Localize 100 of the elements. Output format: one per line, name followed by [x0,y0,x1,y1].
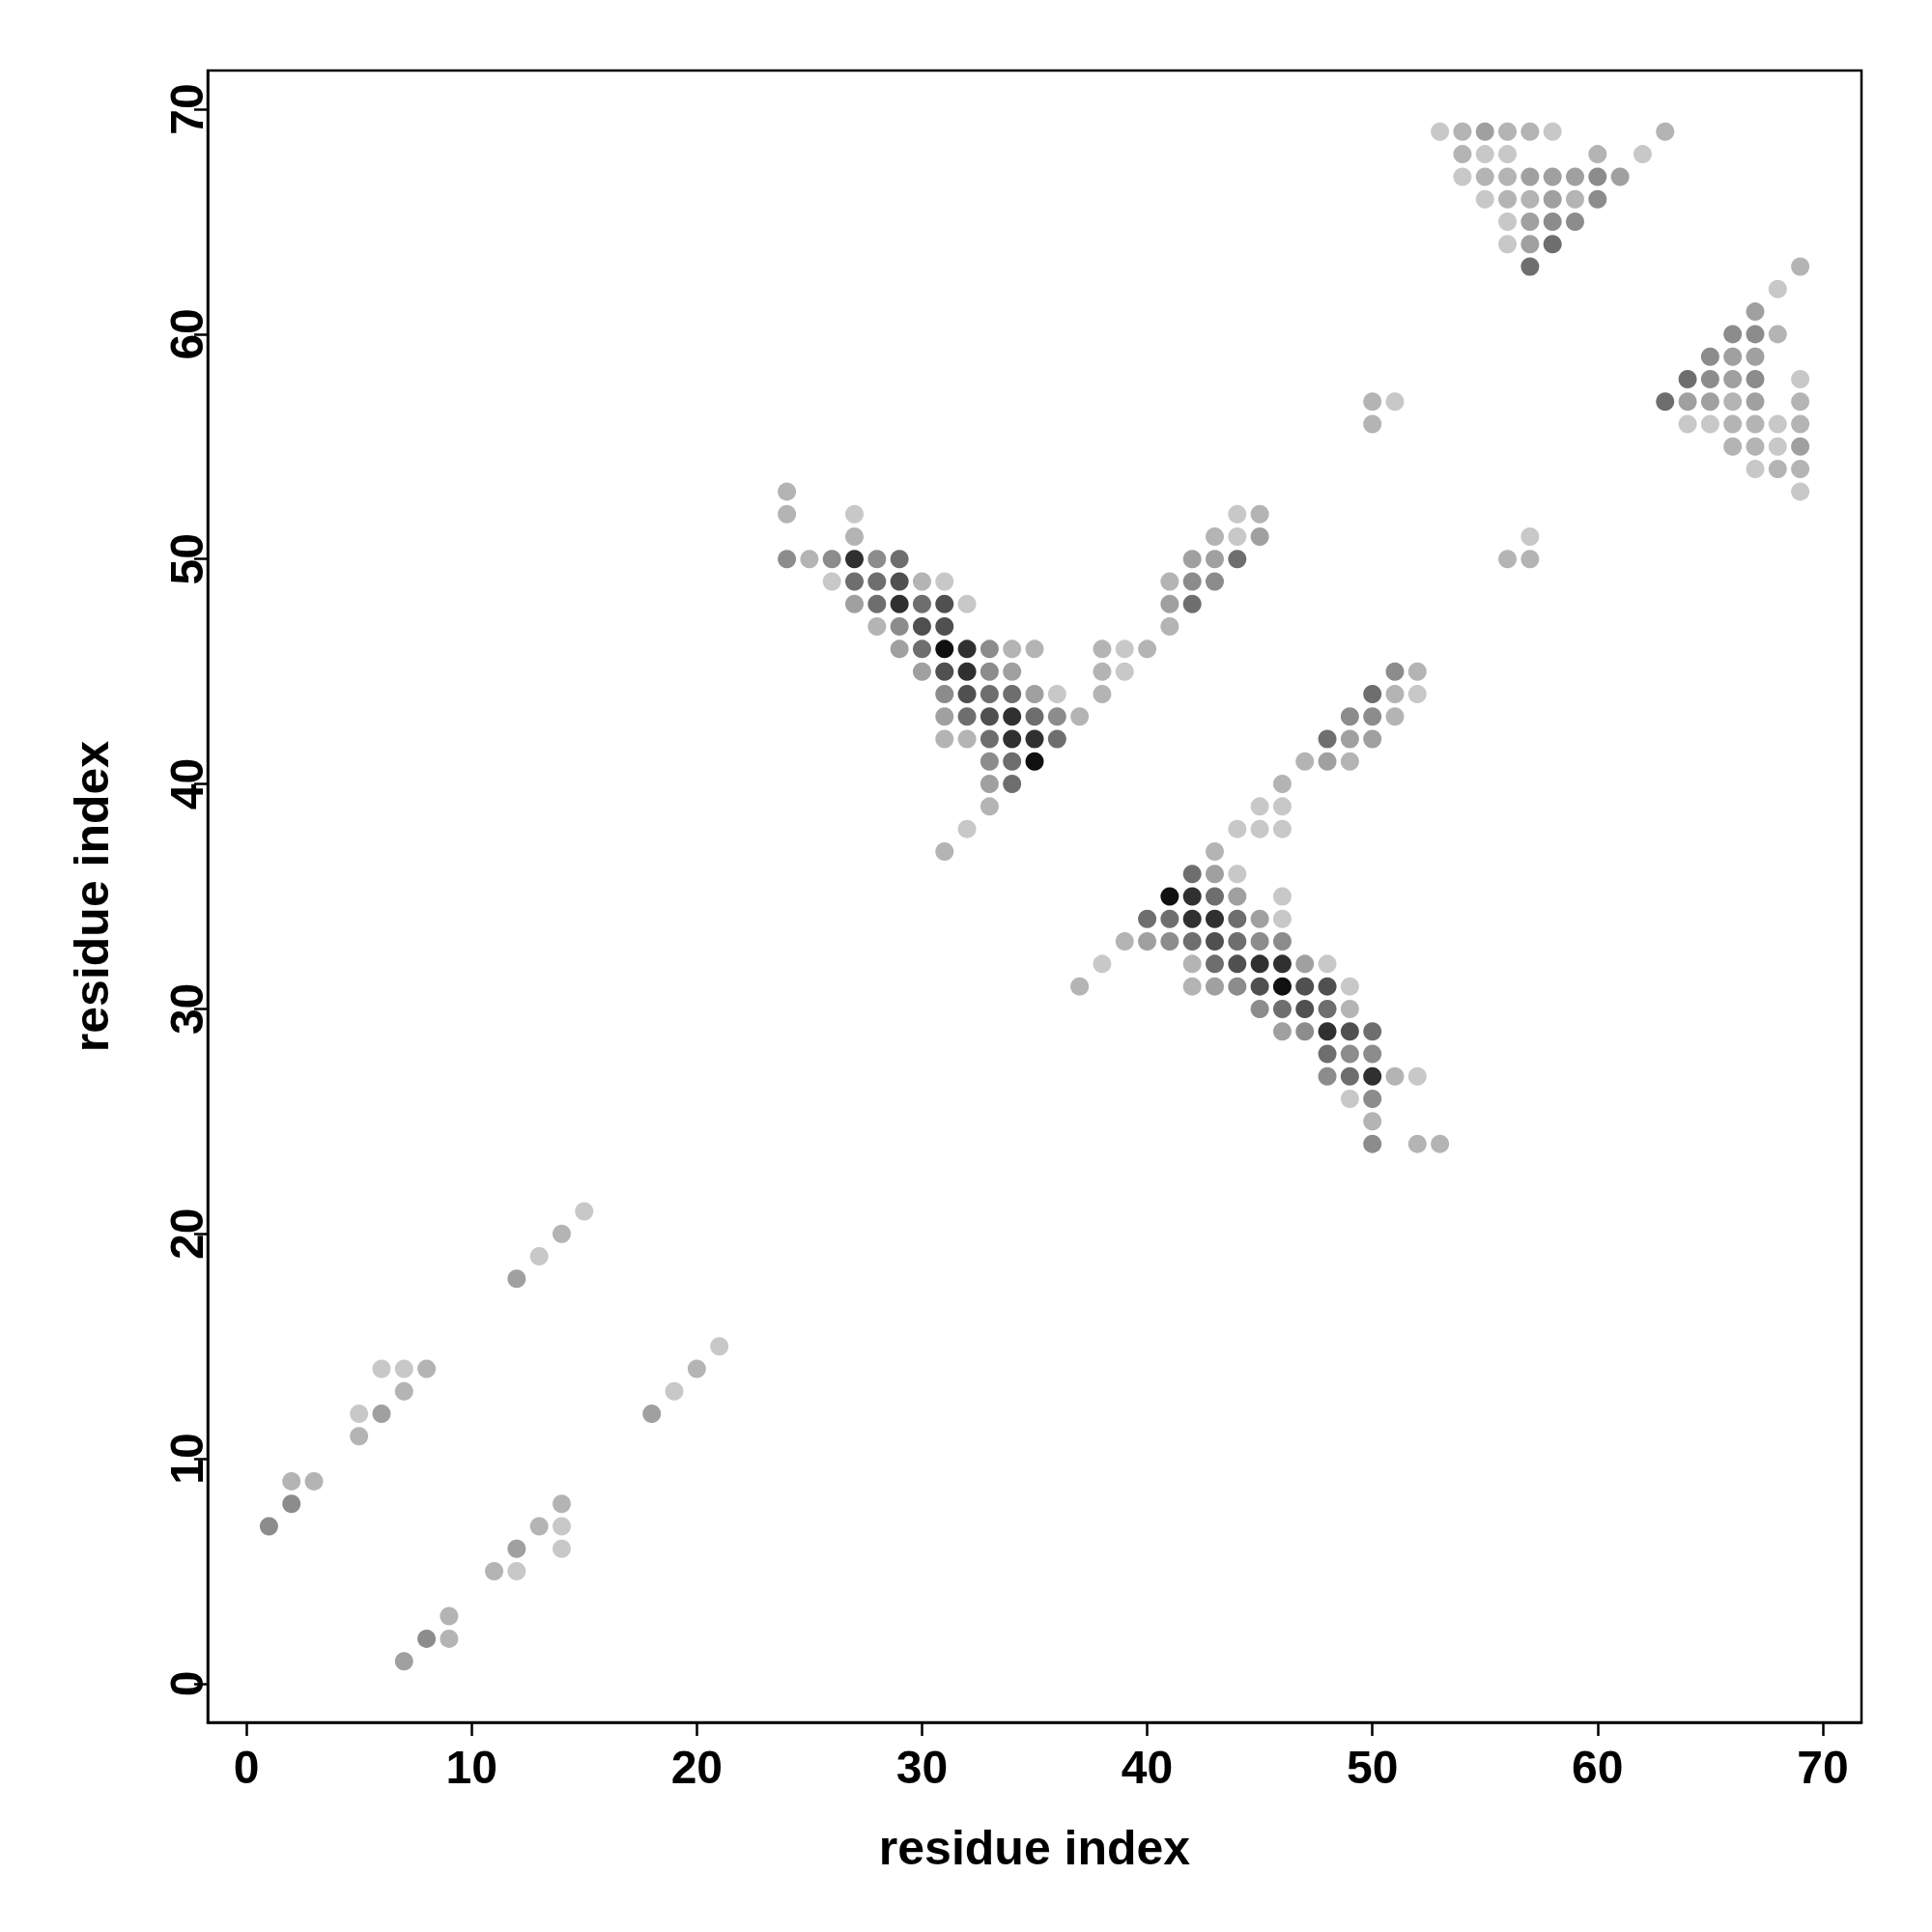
point [1182,572,1202,591]
point [1543,167,1562,186]
point [1363,1134,1382,1153]
y-tick-label: 40 [160,757,213,810]
point [1700,369,1719,388]
point [912,617,931,637]
point [1566,167,1584,186]
point [1588,167,1607,186]
point [529,1247,549,1266]
point [1678,392,1697,412]
point [507,1539,526,1558]
point [980,707,999,726]
point [1115,662,1134,681]
point [1340,707,1359,726]
y-tick-label: 0 [160,1670,213,1697]
point [890,617,909,637]
point [1272,977,1292,996]
point [1182,865,1202,884]
point [1520,235,1540,254]
x-tick-label: 50 [1346,1741,1399,1793]
point [935,572,954,591]
point [980,639,999,659]
point [935,639,954,659]
point [935,662,954,681]
point [1003,729,1022,749]
point [935,594,954,613]
point [845,572,865,591]
point [935,684,954,703]
point [1340,1066,1359,1086]
point [1250,932,1269,952]
point [1363,729,1382,749]
point [1318,954,1337,974]
point [1723,347,1743,366]
point [1228,819,1247,838]
y-tick-label: 50 [160,533,213,585]
point [1250,526,1269,546]
point [1633,145,1652,164]
point [1295,1022,1315,1041]
point [1206,954,1224,974]
point [1160,887,1179,906]
point [1746,460,1765,479]
point [1746,347,1765,366]
point [778,550,797,569]
point [957,662,977,681]
point [1318,1044,1337,1064]
point [1453,167,1472,186]
point [1340,1090,1359,1109]
point [642,1405,662,1424]
point [1700,392,1719,412]
x-tick-label: 0 [233,1741,260,1793]
point [1272,887,1292,906]
point [1228,865,1247,884]
point [1228,977,1247,996]
point [1250,999,1269,1018]
point [980,684,999,703]
x-axis-title: residue index [878,1821,1191,1875]
point [1228,909,1247,928]
x-tick-label: 20 [670,1741,724,1793]
point [1746,369,1765,388]
point [1363,684,1382,703]
point [1498,145,1518,164]
point [1047,684,1066,703]
x-tick-label: 30 [895,1741,949,1793]
point [980,752,999,771]
y-tick-label: 70 [160,83,213,135]
point [1340,729,1359,749]
point [552,1539,571,1558]
point [1723,369,1743,388]
point [1475,145,1494,164]
point [1250,797,1269,816]
point [957,639,977,659]
point [1700,414,1719,434]
point [957,707,977,726]
point [1025,752,1044,771]
point [350,1405,369,1424]
point [1543,122,1562,141]
point [1340,977,1359,996]
point [1318,1066,1337,1086]
point [957,684,977,703]
point [1363,1044,1382,1064]
point [1318,1022,1337,1041]
x-tick-label: 10 [445,1741,497,1793]
point [822,550,841,569]
point [552,1517,571,1536]
point [1250,977,1269,996]
point [1385,662,1405,681]
point [1138,909,1157,928]
point [867,550,887,569]
point [1272,932,1292,952]
point [980,729,999,749]
point [1160,594,1179,613]
point [1206,932,1224,952]
point [822,572,841,591]
point [1318,999,1337,1018]
x-tick-label: 40 [1121,1741,1174,1793]
point [1791,369,1810,388]
point [1431,122,1450,141]
point [1228,887,1247,906]
point [1475,189,1494,209]
point [1498,212,1518,231]
